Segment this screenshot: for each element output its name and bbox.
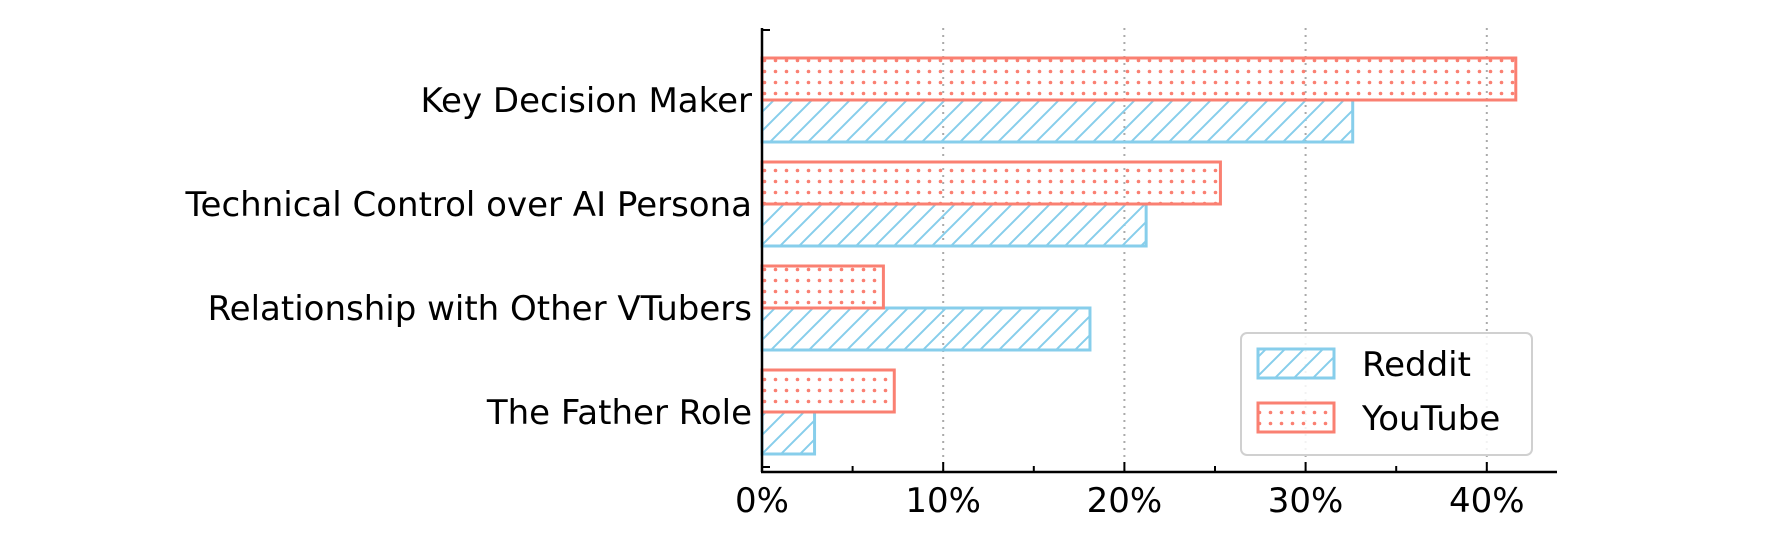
- x-tick-label: 20%: [1087, 481, 1163, 521]
- legend-label-reddit: Reddit: [1362, 345, 1471, 385]
- legend-swatch-reddit: [1256, 347, 1336, 380]
- x-tick-label: 40%: [1449, 481, 1525, 521]
- bar-youtube-1: [760, 160, 1222, 206]
- legend-label-youtube: YouTube: [1361, 399, 1500, 439]
- category-label: Technical Control over AI Persona: [185, 185, 752, 225]
- axes: [760, 28, 1557, 474]
- bars: [760, 56, 1518, 456]
- legend-swatch-youtube: [1256, 401, 1336, 434]
- legend: Reddit YouTube: [1240, 332, 1533, 456]
- bar-youtube-0: [760, 56, 1518, 102]
- bar-reddit-2: [760, 306, 1092, 352]
- bar-reddit-0: [760, 98, 1355, 144]
- bar-youtube-3: [760, 368, 896, 414]
- bar-reddit-3: [760, 410, 817, 456]
- category-labels: Key Decision Maker Technical Control over…: [185, 81, 752, 433]
- category-label: Relationship with Other VTubers: [208, 289, 752, 329]
- category-label: Key Decision Maker: [420, 81, 752, 121]
- x-tick-label: 10%: [905, 481, 981, 521]
- category-label: The Father Role: [486, 393, 752, 433]
- x-tick-labels: 0% 10% 20% 30% 40%: [735, 481, 1525, 521]
- bar-reddit-1: [760, 202, 1148, 248]
- x-tick-label: 0%: [735, 481, 789, 521]
- bar-youtube-2: [760, 264, 885, 310]
- x-tick-label: 30%: [1268, 481, 1344, 521]
